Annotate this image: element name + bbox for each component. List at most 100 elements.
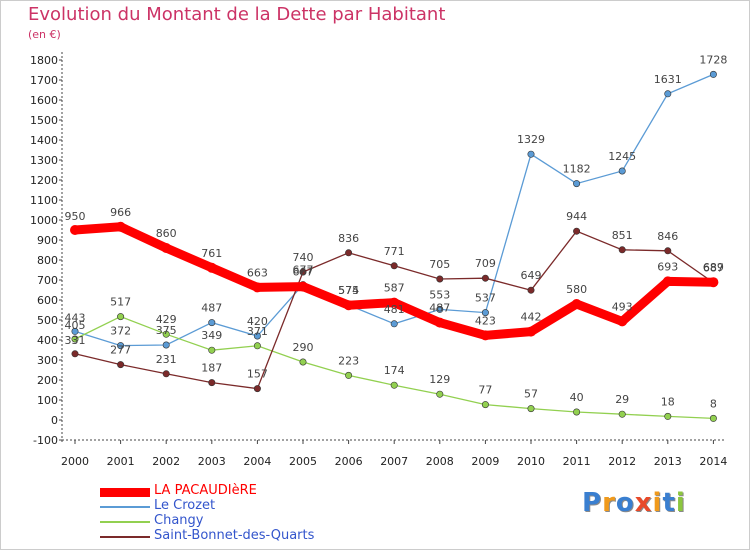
legend-swatch (100, 487, 150, 497)
x-tick-label: 2010 (517, 455, 545, 468)
data-point (115, 221, 126, 232)
data-point (618, 410, 626, 418)
data-point (208, 379, 216, 387)
data-label: 966 (110, 206, 131, 219)
x-tick-label: 2008 (426, 455, 454, 468)
y-tick-label: 1300 (30, 154, 58, 167)
x-tick-label: 2012 (608, 455, 636, 468)
data-point (390, 320, 398, 328)
x-tick-label: 2007 (380, 455, 408, 468)
x-tick-label: 2013 (654, 455, 682, 468)
legend-swatch (100, 536, 150, 538)
data-point (390, 381, 398, 389)
data-label: 663 (247, 266, 268, 279)
data-label: 553 (429, 288, 450, 301)
data-label: 1182 (563, 163, 591, 176)
x-tick-label: 2011 (563, 455, 591, 468)
y-tick-label: 800 (37, 254, 58, 267)
data-point (71, 327, 79, 335)
data-point (299, 358, 307, 366)
data-label: 705 (429, 258, 450, 271)
data-label: 231 (156, 353, 177, 366)
data-label: 1728 (699, 53, 727, 66)
data-point (71, 350, 79, 358)
data-label: 574 (338, 284, 359, 297)
legend-label: Saint-Bonnet-des-Quarts (154, 528, 315, 543)
data-point (162, 341, 170, 349)
data-label: 667 (293, 266, 314, 279)
data-label: 443 (65, 311, 86, 324)
data-point (117, 342, 125, 350)
data-label: 493 (612, 300, 633, 313)
data-label: 29 (615, 393, 629, 406)
data-point (618, 246, 626, 254)
data-label: 517 (110, 296, 131, 309)
data-label: 429 (156, 313, 177, 326)
data-point (345, 371, 353, 379)
data-point (664, 412, 672, 420)
y-tick-label: 1500 (30, 114, 58, 127)
data-point (527, 150, 535, 158)
data-label: 944 (566, 210, 587, 223)
data-point (161, 243, 172, 253)
y-tick-label: 1200 (30, 174, 58, 187)
legend-label: LA PACAUDIèRE (154, 483, 257, 498)
y-tick-label: 900 (37, 234, 58, 247)
data-label: 40 (570, 391, 584, 404)
x-tick-label: 2003 (198, 455, 226, 468)
data-label: 375 (156, 324, 177, 337)
data-label: 18 (661, 395, 675, 408)
y-tick-label: 500 (37, 314, 58, 327)
data-label: 423 (475, 314, 496, 327)
data-point (208, 346, 216, 354)
x-tick-label: 2004 (243, 455, 271, 468)
data-label: 420 (247, 315, 268, 328)
data-label: 1631 (654, 73, 682, 86)
data-point (617, 316, 628, 327)
y-tick-label: 1700 (30, 74, 58, 87)
data-label: 771 (384, 245, 405, 258)
data-point (481, 309, 489, 317)
data-label: 331 (65, 334, 86, 347)
data-label: 846 (657, 230, 678, 243)
data-point (618, 167, 626, 175)
data-label: 587 (384, 282, 405, 295)
data-point (527, 286, 535, 294)
y-tick-label: 100 (37, 394, 58, 407)
data-point (208, 319, 216, 327)
data-label: 649 (521, 269, 542, 282)
data-point (162, 330, 170, 338)
data-point (527, 405, 535, 413)
data-label: 129 (429, 373, 450, 386)
data-label: 860 (156, 227, 177, 240)
data-point (71, 335, 79, 343)
data-point (343, 300, 354, 311)
data-label: 442 (521, 311, 542, 324)
data-point (573, 408, 581, 416)
data-point (345, 249, 353, 257)
data-point (298, 281, 308, 292)
data-label: 950 (65, 210, 86, 223)
chart-title: Evolution du Montant de la Dette par Hab… (28, 4, 446, 25)
data-label: 277 (110, 344, 131, 357)
y-tick-label: 1800 (30, 54, 58, 67)
data-label: 349 (201, 329, 222, 342)
y-tick-label: 0 (51, 414, 58, 427)
data-label: 537 (475, 292, 496, 305)
chart-unit-label: (en €) (28, 28, 61, 41)
data-label: 157 (247, 368, 268, 381)
data-point (708, 277, 719, 288)
x-tick-label: 2014 (699, 455, 727, 468)
data-point (436, 305, 444, 313)
data-label: 677 (293, 264, 314, 277)
data-point (299, 268, 307, 276)
y-tick-label: 200 (37, 374, 58, 387)
y-tick-label: 1000 (30, 214, 58, 227)
y-tick-label: 300 (37, 354, 58, 367)
y-tick-label: -100 (33, 434, 58, 447)
data-point (709, 414, 717, 422)
data-point (434, 317, 445, 328)
data-point (573, 180, 581, 188)
data-point (664, 90, 672, 98)
